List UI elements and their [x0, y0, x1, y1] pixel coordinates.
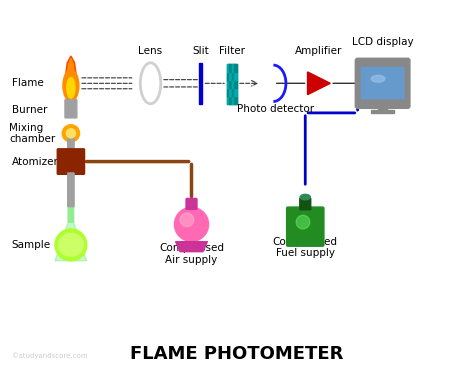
FancyBboxPatch shape — [227, 64, 237, 104]
FancyBboxPatch shape — [356, 58, 410, 108]
FancyBboxPatch shape — [68, 134, 74, 150]
Ellipse shape — [67, 77, 75, 98]
Ellipse shape — [62, 125, 80, 142]
FancyBboxPatch shape — [65, 100, 77, 118]
Text: Filter: Filter — [219, 46, 246, 56]
Bar — [235, 88, 237, 96]
Ellipse shape — [66, 129, 75, 138]
Bar — [232, 88, 235, 96]
Ellipse shape — [140, 63, 161, 104]
Polygon shape — [175, 241, 208, 252]
Bar — [232, 64, 235, 72]
Ellipse shape — [63, 70, 79, 102]
Ellipse shape — [371, 75, 385, 82]
Text: Photo detector: Photo detector — [237, 103, 314, 113]
Bar — [378, 106, 387, 112]
Polygon shape — [308, 72, 330, 95]
Bar — [227, 88, 229, 96]
Bar — [232, 80, 235, 88]
Ellipse shape — [174, 207, 209, 241]
Polygon shape — [55, 222, 87, 261]
Ellipse shape — [180, 213, 194, 227]
Bar — [229, 96, 232, 104]
Text: Slit: Slit — [192, 46, 209, 56]
Text: FLAME PHOTOMETER: FLAME PHOTOMETER — [130, 345, 344, 363]
Bar — [235, 72, 237, 80]
FancyBboxPatch shape — [57, 149, 84, 174]
Bar — [235, 80, 237, 88]
Bar — [229, 72, 232, 80]
Text: Compressed
Fuel supply: Compressed Fuel supply — [273, 237, 338, 258]
Ellipse shape — [296, 215, 310, 229]
Ellipse shape — [55, 229, 87, 261]
FancyBboxPatch shape — [300, 198, 311, 210]
FancyBboxPatch shape — [199, 63, 202, 104]
Text: Mixing
chamber: Mixing chamber — [9, 123, 56, 144]
FancyBboxPatch shape — [68, 206, 73, 222]
Text: LCD display: LCD display — [352, 37, 413, 47]
Bar — [227, 80, 229, 88]
Text: Flame: Flame — [12, 78, 44, 88]
Bar — [227, 64, 229, 72]
Bar — [235, 96, 237, 104]
Text: Compressed
Air supply: Compressed Air supply — [159, 243, 224, 265]
Bar — [229, 88, 232, 96]
Bar — [229, 80, 232, 88]
FancyBboxPatch shape — [361, 68, 404, 99]
Text: Atomizer: Atomizer — [12, 157, 59, 167]
Bar — [232, 96, 235, 104]
Text: ©studyandscore.com: ©studyandscore.com — [12, 352, 87, 359]
Polygon shape — [67, 58, 75, 76]
Text: Lens: Lens — [138, 46, 163, 56]
Ellipse shape — [58, 233, 83, 256]
Text: Amplifier: Amplifier — [295, 46, 343, 56]
Bar — [371, 110, 394, 113]
Bar — [227, 72, 229, 80]
Text: Burner: Burner — [12, 105, 47, 115]
Bar — [229, 64, 232, 72]
Bar — [227, 96, 229, 104]
FancyBboxPatch shape — [186, 199, 197, 209]
FancyBboxPatch shape — [68, 173, 74, 207]
Bar — [235, 64, 237, 72]
FancyBboxPatch shape — [287, 207, 324, 246]
Ellipse shape — [300, 195, 310, 200]
Polygon shape — [65, 56, 76, 76]
Bar — [232, 72, 235, 80]
Text: Sample: Sample — [12, 240, 51, 250]
